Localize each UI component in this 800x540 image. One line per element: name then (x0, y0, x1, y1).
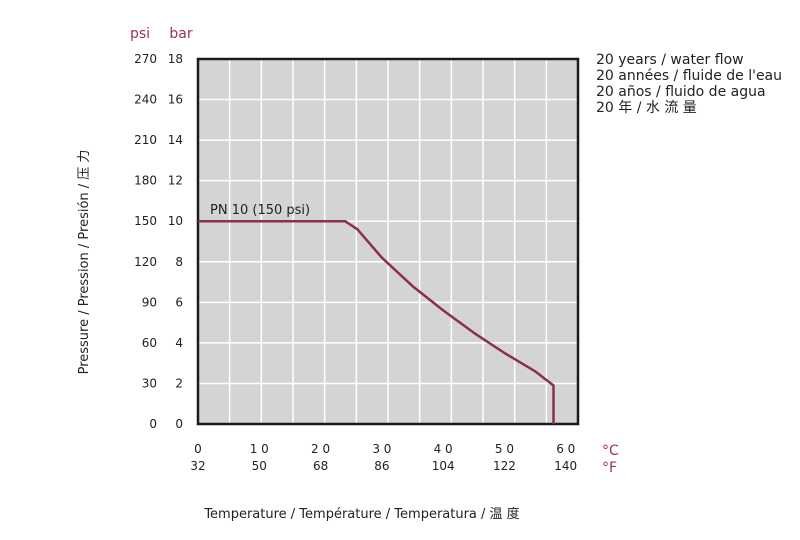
x-tick-label-fahrenheit: 104 (432, 459, 455, 473)
y-tick-label-bar: 14 (168, 133, 183, 147)
y-tick-label-psi: 180 (134, 174, 157, 188)
x-tick-label-fahrenheit: 86 (374, 459, 389, 473)
y-unit-psi: psi (130, 26, 150, 42)
y-tick-label-psi: 0 (149, 417, 157, 431)
y-tick-label-psi: 60 (142, 336, 157, 350)
x-tick-label-celsius: 3 0 (372, 442, 391, 456)
y-unit-bar: bar (169, 26, 192, 42)
legend-line: 20 années / fluide de l'eau (596, 68, 782, 84)
y-tick-label-psi: 30 (142, 376, 157, 390)
series-line (198, 219, 555, 424)
y-axis-label: Pressure / Pression / Presión / 压 力 (77, 150, 92, 375)
x-unit-celsius: °C (602, 443, 619, 459)
y-tick-label-bar: 2 (175, 376, 183, 390)
x-tick-label-celsius: 1 0 (250, 442, 269, 456)
legend-notes: 20 years / water flow 20 années / fluide… (596, 52, 782, 116)
y-tick-label-psi: 240 (134, 93, 157, 107)
x-tick-label-fahrenheit: 68 (313, 459, 328, 473)
series-label: PN 10 (150 psi) (210, 203, 310, 218)
y-tick-label-psi: 90 (142, 295, 157, 309)
x-axis-celsius-ticks: 0 1 0 2 0 3 0 4 0 5 0 6 0 (194, 442, 575, 456)
y-tick-label-bar: 18 (168, 52, 183, 66)
y-axis-bar-ticks: 0 2 4 6 8 10 12 14 16 18 (168, 52, 183, 431)
y-tick-label-bar: 16 (168, 93, 183, 107)
x-tick-label-celsius: 2 0 (311, 442, 330, 456)
y-tick-label-bar: 6 (175, 295, 183, 309)
x-tick-label-celsius: 0 (194, 442, 202, 456)
y-tick-label-psi: 210 (134, 133, 157, 147)
x-tick-label-celsius: 4 0 (434, 442, 453, 456)
y-axis-psi-ticks: 0 30 60 90 120 150 180 210 240 270 (134, 52, 157, 431)
x-tick-label-fahrenheit: 50 (252, 459, 267, 473)
x-axis-fahrenheit-ticks: 32 50 68 86 104 122 140 (190, 459, 577, 473)
y-tick-label-psi: 270 (134, 52, 157, 66)
x-tick-label-fahrenheit: 32 (190, 459, 205, 473)
legend-line: 20 年 / 水 流 量 (596, 100, 697, 116)
legend-line: 20 years / water flow (596, 52, 744, 68)
y-tick-label-bar: 0 (175, 417, 183, 431)
y-tick-label-bar: 4 (175, 336, 183, 350)
series-layer (198, 219, 555, 424)
plot-frame (196, 57, 580, 426)
x-tick-label-celsius: 5 0 (495, 442, 514, 456)
x-unit-fahrenheit: °F (602, 460, 617, 476)
x-tick-label-fahrenheit: 122 (493, 459, 516, 473)
y-tick-label-bar: 8 (175, 255, 183, 269)
x-tick-label-celsius: 6 0 (556, 442, 575, 456)
x-tick-label-fahrenheit: 140 (554, 459, 577, 473)
y-tick-label-psi: 150 (134, 214, 157, 228)
legend-line: 20 años / fluido de agua (596, 84, 766, 100)
x-axis-label: Temperature / Température / Temperatura … (203, 506, 519, 522)
y-tick-label-psi: 120 (134, 255, 157, 269)
y-tick-label-bar: 12 (168, 174, 183, 188)
y-tick-label-bar: 10 (168, 214, 183, 228)
